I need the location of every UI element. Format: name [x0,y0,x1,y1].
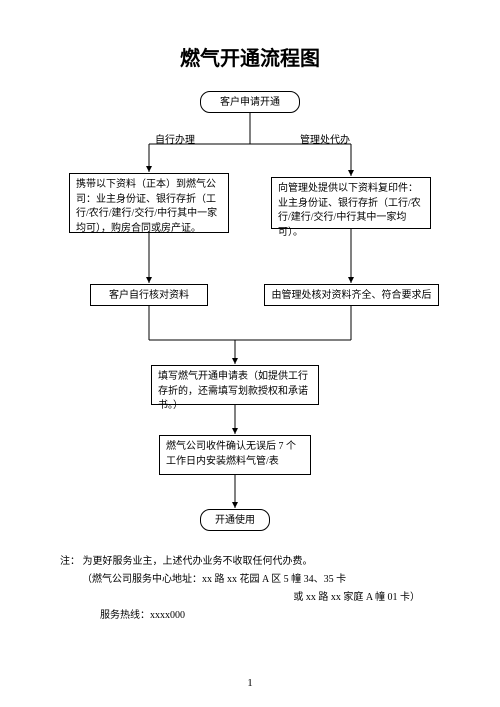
footer-line-3: 服务热线：xxxx000 [60,607,450,625]
node-right1: 向管理处提供以下资料复印件：业主身份证、银行存折（工行/农行/建行/交行/中行其… [271,177,431,229]
node-right2: 由管理处核对资料齐全、符合要求后 [264,284,439,306]
edge-label-right: 管理处代办 [300,131,350,146]
node-merged2: 燃气公司收件确认无误后 7 个工作日内安装燃料气管/表 [159,435,311,475]
node-left2: 客户自行核对资料 [90,284,208,306]
edge-label-left: 自行办理 [155,131,195,146]
node-end: 开通使用 [200,509,270,531]
footer-prefix: 注： [60,556,80,567]
page-number: 1 [0,677,500,689]
footer-line-0: 为更好服务业主，上述代办业务不收取任何代办费。 [83,556,313,567]
node-start: 客户申请开通 [200,91,300,113]
footer-line-1: （燃气公司服务中心地址：xx 路 xx 花园 A 区 5 幢 34、35 卡 [60,571,450,589]
footer-line-2: 或 xx 路 xx 家庭 A 幢 01 卡） [60,589,450,607]
node-merged1: 填写燃气开通申请表（如提供工行存折的，还需填写划款授权和承诺书。） [151,365,319,405]
footer-note: 注： 为更好服务业主，上述代办业务不收取任何代办费。 （燃气公司服务中心地址：x… [60,553,450,625]
node-left1: 携带以下资料（正本）到燃气公司：业主身份证、银行存折（工行/农行/建行/交行/中… [69,173,229,233]
